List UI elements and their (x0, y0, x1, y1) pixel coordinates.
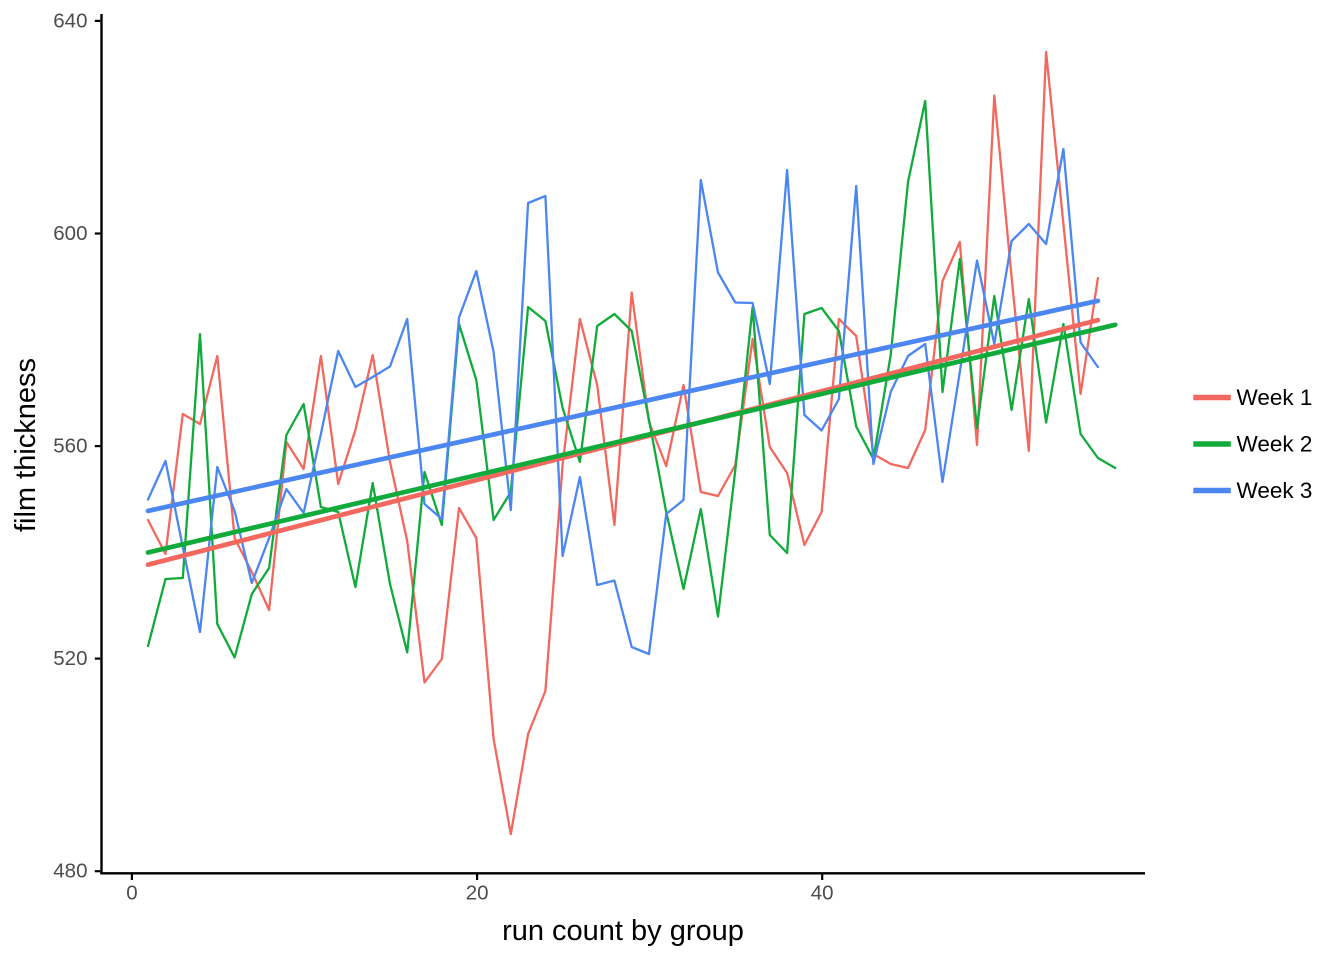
svg-text:600: 600 (53, 222, 87, 245)
svg-text:Week 1: Week 1 (1237, 385, 1313, 410)
svg-text:20: 20 (466, 882, 489, 905)
svg-text:40: 40 (811, 882, 834, 905)
svg-text:Week 3: Week 3 (1237, 478, 1313, 503)
svg-text:0: 0 (126, 882, 137, 905)
svg-text:520: 520 (53, 647, 87, 670)
svg-text:run count by group: run count by group (502, 915, 744, 947)
svg-text:640: 640 (53, 9, 87, 32)
svg-text:Week 2: Week 2 (1237, 432, 1313, 457)
svg-text:film thickness: film thickness (10, 358, 42, 532)
svg-text:560: 560 (53, 435, 87, 458)
svg-text:480: 480 (53, 860, 87, 883)
